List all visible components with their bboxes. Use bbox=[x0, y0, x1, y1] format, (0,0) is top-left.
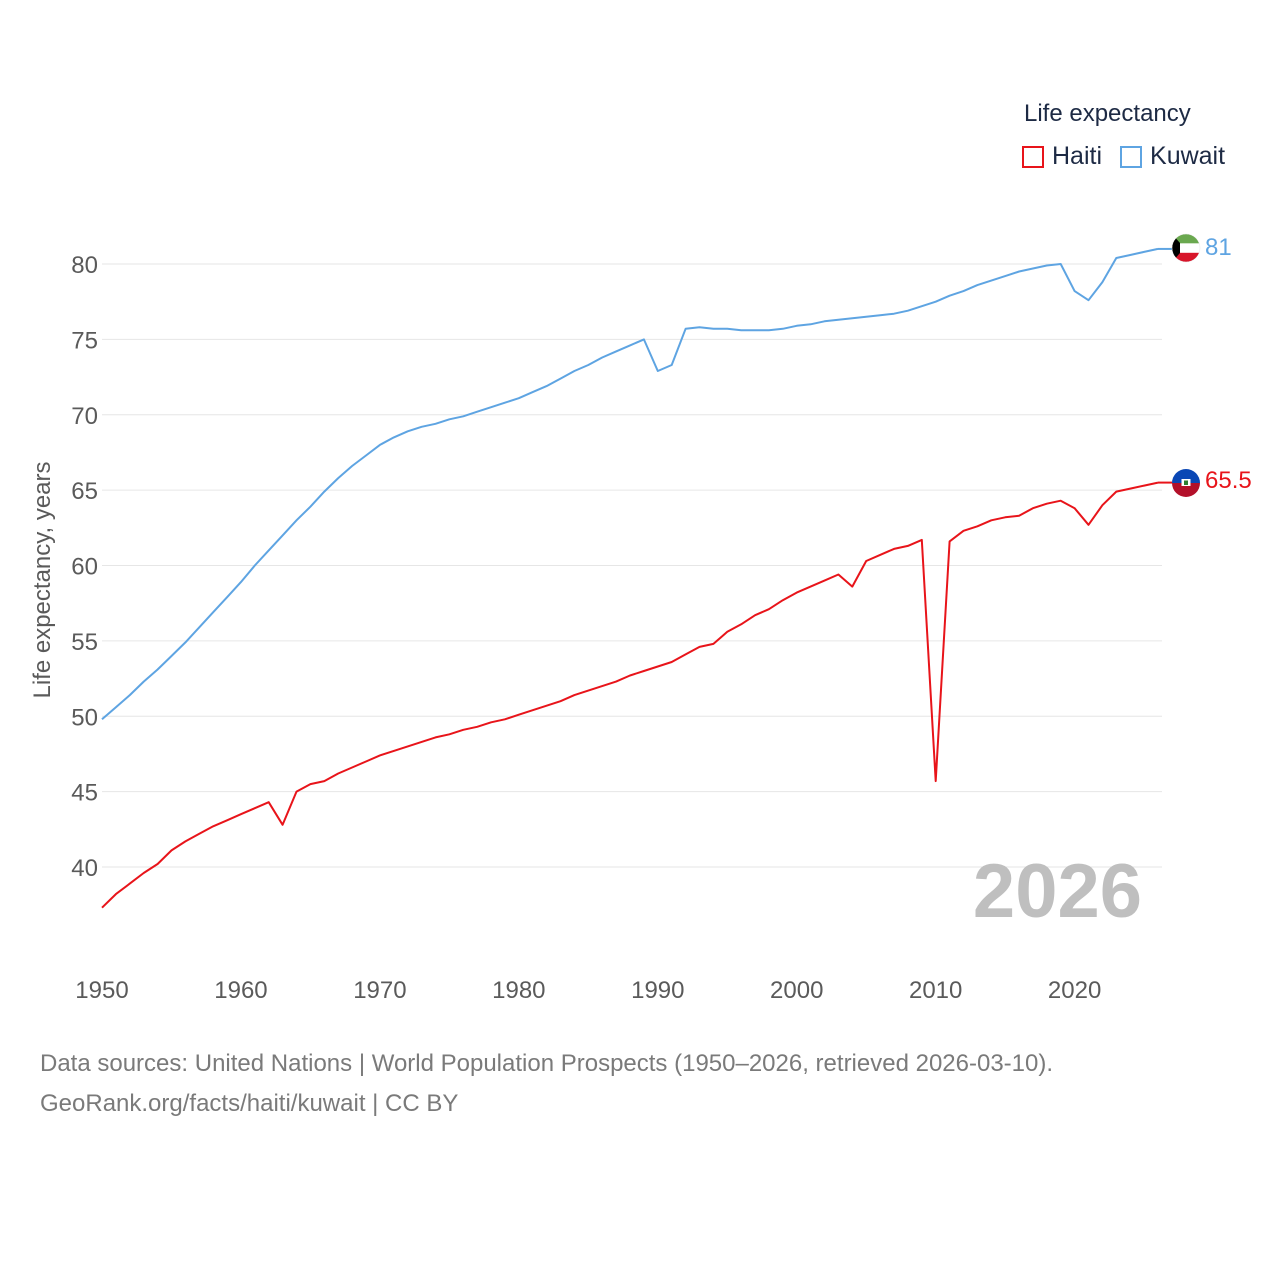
sources-line-1: Data sources: United Nations | World Pop… bbox=[40, 1050, 1054, 1077]
x-tick-label: 1990 bbox=[631, 977, 684, 1004]
y-tick-label: 45 bbox=[71, 780, 98, 807]
haiti-end-label: 65.5 bbox=[1205, 467, 1252, 494]
y-tick-label: 65 bbox=[71, 478, 98, 505]
haiti-flag-icon bbox=[1172, 469, 1200, 497]
x-tick-label: 2020 bbox=[1048, 977, 1101, 1004]
y-tick-label: 75 bbox=[71, 327, 98, 354]
data-sources: Data sources: United Nations | World Pop… bbox=[40, 1044, 1053, 1124]
legend-entry-haiti[interactable]: Haiti bbox=[1022, 142, 1102, 171]
x-axis-ticks: 1950 1960 1970 1980 1990 2000 2010 2020 bbox=[75, 977, 1101, 1004]
kuwait-flag-icon bbox=[1171, 233, 1201, 263]
y-tick-label: 50 bbox=[71, 704, 98, 731]
y-axis-ticks: 40 45 50 55 60 65 70 75 80 bbox=[71, 252, 98, 882]
end-markers bbox=[1171, 233, 1201, 497]
y-tick-label: 55 bbox=[71, 629, 98, 656]
year-stamp: 2026 bbox=[972, 849, 1142, 934]
y-tick-label: 40 bbox=[71, 855, 98, 882]
x-tick-label: 1970 bbox=[353, 977, 406, 1004]
sources-line-2[interactable]: GeoRank.org/facts/haiti/kuwait | CC BY bbox=[40, 1090, 459, 1117]
kuwait-swatch bbox=[1120, 145, 1143, 168]
y-tick-label: 70 bbox=[71, 403, 98, 430]
legend: Haiti Kuwait bbox=[1022, 142, 1243, 171]
legend-label-kuwait: Kuwait bbox=[1150, 142, 1226, 170]
kuwait-end-label: 81 bbox=[1205, 234, 1232, 261]
series-lines bbox=[101, 247, 1172, 909]
haiti-swatch bbox=[1022, 145, 1044, 168]
y-tick-label: 80 bbox=[71, 252, 98, 279]
legend-label-haiti: Haiti bbox=[1052, 142, 1103, 170]
y-tick-label: 60 bbox=[71, 554, 98, 581]
x-tick-label: 2010 bbox=[909, 977, 962, 1004]
x-tick-label: 1980 bbox=[492, 977, 545, 1004]
x-tick-label: 1950 bbox=[75, 977, 128, 1004]
legend-entry-kuwait[interactable]: Kuwait bbox=[1120, 142, 1225, 171]
y-axis-label: Life expectancy, years bbox=[29, 461, 56, 698]
x-tick-label: 2000 bbox=[770, 977, 823, 1004]
legend-title: Life expectancy bbox=[1024, 100, 1191, 127]
grid-lines bbox=[102, 263, 1162, 868]
series-line-haiti[interactable] bbox=[101, 481, 1159, 909]
series-line-kuwait[interactable] bbox=[101, 247, 1159, 721]
x-tick-label: 1960 bbox=[214, 977, 267, 1004]
